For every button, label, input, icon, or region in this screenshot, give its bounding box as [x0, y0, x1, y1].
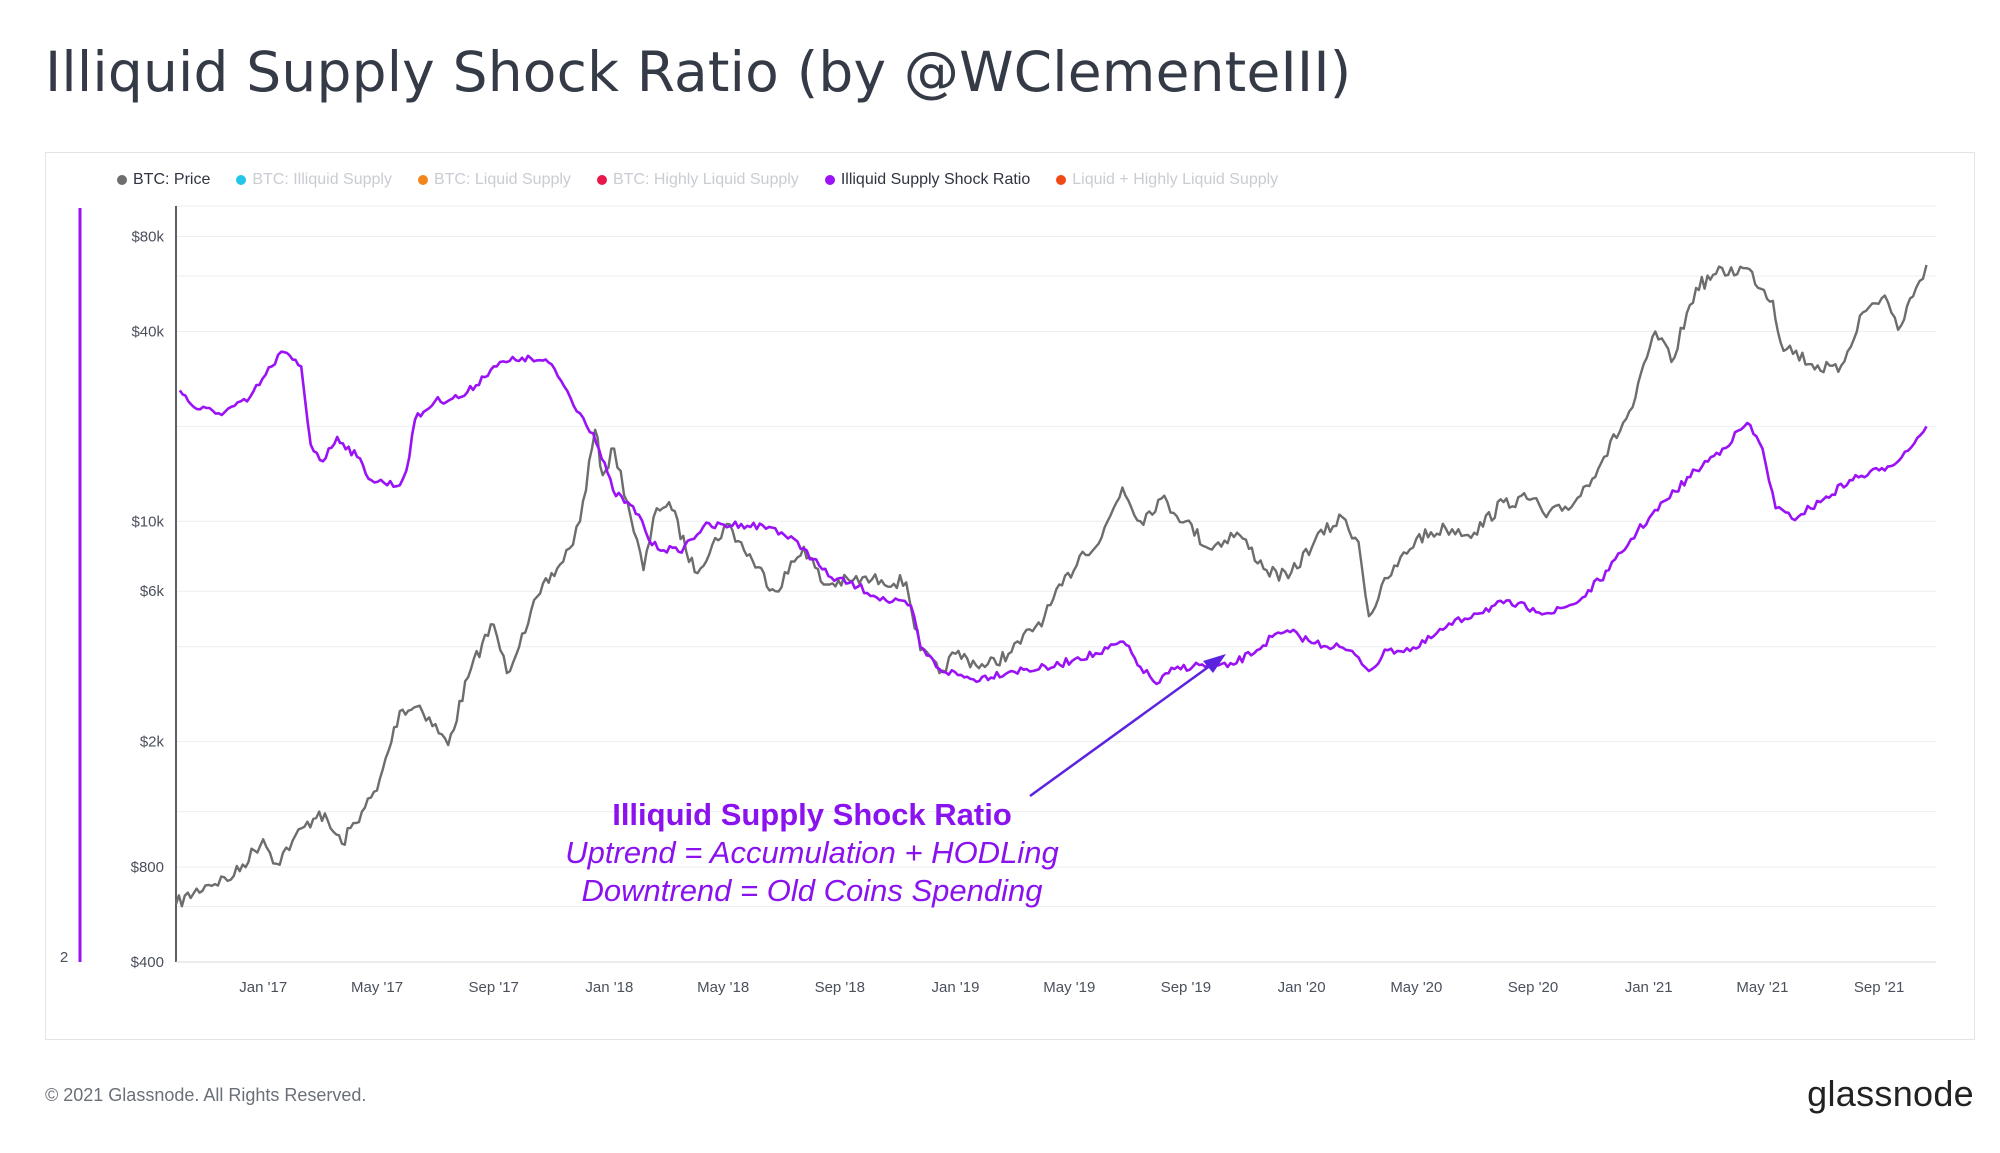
legend-item-shock-ratio[interactable]: Illiquid Supply Shock Ratio	[824, 171, 1031, 189]
chart-frame	[45, 152, 1975, 1040]
legend-label: BTC: Illiquid Supply	[252, 171, 392, 188]
x-tick-label: Sep '19	[1161, 979, 1211, 996]
legend-item-liquid-supply[interactable]: BTC: Liquid Supply	[417, 171, 571, 189]
legend-item-highly-liquid-supply[interactable]: BTC: Highly Liquid Supply	[596, 171, 799, 189]
left-axis-tick-label: 2	[60, 949, 68, 966]
annotation-line-2: Downtrend = Old Coins Spending	[582, 873, 1043, 908]
legend-item-illiquid-supply[interactable]: BTC: Illiquid Supply	[236, 171, 392, 189]
annotation-line-1: Uptrend = Accumulation + HODLing	[565, 835, 1058, 870]
y-tick-label: $2k	[140, 734, 165, 751]
x-tick-label: Jan '20	[1278, 979, 1326, 996]
series-lines	[174, 264, 1928, 908]
illiquid-supply-shock-ratio-line	[178, 350, 1928, 686]
chart-legend: BTC: Price BTC: Illiquid Supply BTC: Liq…	[117, 168, 1278, 192]
legend-label: Liquid + Highly Liquid Supply	[1072, 171, 1279, 188]
legend-label: BTC: Liquid Supply	[433, 171, 571, 188]
y-tick-label: $40k	[131, 323, 164, 340]
x-tick-label: Sep '17	[468, 979, 518, 996]
x-tick-label: May '21	[1736, 979, 1788, 996]
x-tick-label: May '17	[351, 979, 403, 996]
x-tick-label: Jan '19	[932, 979, 980, 996]
legend-dot-icon	[596, 175, 607, 185]
x-tick-label: Jan '21	[1625, 979, 1673, 996]
glassnode-logo[interactable]: glassnode	[1807, 1073, 1974, 1114]
btc-price-line	[174, 264, 1928, 908]
annotation-title: Illiquid Supply Shock Ratio	[612, 797, 1012, 832]
annotation-arrowhead-icon	[1203, 654, 1226, 673]
legend-dot-icon	[824, 175, 835, 185]
legend-label: BTC: Highly Liquid Supply	[612, 171, 799, 188]
legend-dot-icon	[117, 175, 127, 185]
annotation-arrow-line	[1029, 658, 1219, 798]
annotation: Illiquid Supply Shock Ratio Uptrend = Ac…	[565, 654, 1226, 908]
y-tick-label: $800	[131, 859, 164, 876]
y-tick-label: $80k	[131, 229, 164, 246]
y-tick-label: $10k	[131, 513, 164, 530]
x-tick-label: Jan '18	[585, 979, 633, 996]
y-tick-label: $400	[131, 954, 164, 971]
page-title: Illiquid Supply Shock Ratio (by @WClemen…	[45, 40, 1352, 104]
footer-copyright: © 2021 Glassnode. All Rights Reserved.	[45, 1085, 367, 1105]
legend-dot-icon	[417, 175, 428, 185]
x-tick-label: May '20	[1390, 979, 1442, 996]
legend-label: BTC: Price	[133, 171, 211, 188]
x-tick-label: Sep '18	[815, 979, 865, 996]
legend-item-btc-price[interactable]: BTC: Price	[117, 171, 210, 189]
x-tick-label: Jan '17	[239, 979, 287, 996]
x-axis-ticks: Jan '17 May '17 Sep '17 Jan '18 May '18 Sep '…	[239, 979, 1904, 996]
legend-label: Illiquid Supply Shock Ratio	[840, 171, 1031, 188]
legend-dot-icon	[1056, 175, 1067, 185]
legend-dot-icon	[236, 175, 247, 185]
y-axis-ticks: $80k $40k $10k $6k $2k $800 $400	[131, 229, 165, 971]
legend-item-liquid-plus-highly-liquid[interactable]: Liquid + Highly Liquid Supply	[1056, 171, 1278, 189]
x-tick-label: May '19	[1043, 979, 1095, 996]
x-tick-label: Sep '21	[1854, 979, 1904, 996]
x-tick-label: May '18	[697, 979, 749, 996]
y-tick-label: $6k	[140, 583, 165, 600]
x-tick-label: Sep '20	[1508, 979, 1558, 996]
